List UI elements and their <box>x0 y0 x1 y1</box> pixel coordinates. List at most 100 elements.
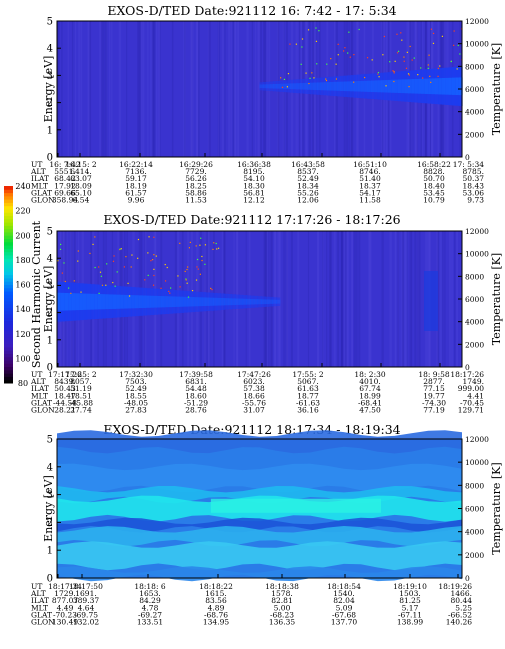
ephemeris-value: 18.51 <box>70 391 91 400</box>
colorbar-segment <box>4 291 13 295</box>
spectrogram-stripe <box>234 21 237 157</box>
spectrogram-stripe <box>402 231 404 367</box>
energy-band-core <box>238 298 244 305</box>
speckle <box>337 43 339 45</box>
spectrogram-stripe <box>340 231 344 367</box>
spectrogram-stripe <box>405 231 408 367</box>
energy-band-core <box>445 77 450 95</box>
energy-band-core <box>414 78 419 94</box>
ephemeris-value: 877.07 <box>52 596 78 605</box>
speckle <box>98 266 100 268</box>
ephemeris-value: 140.26 <box>446 618 472 627</box>
y2-tick-label: 10000 <box>465 458 489 467</box>
speckle <box>204 263 206 265</box>
spectrogram-stripe <box>341 231 344 367</box>
energy-band-core <box>357 81 362 92</box>
colorbar-tick-label: 200 <box>15 231 30 240</box>
speckle <box>377 73 379 75</box>
colorbar-segment <box>4 363 13 368</box>
ephemeris-value: 4.49 <box>57 603 74 612</box>
colorbar-segment <box>4 310 13 315</box>
speckle <box>427 64 429 66</box>
energy-band-core <box>175 296 181 307</box>
energy-band-core <box>370 80 375 93</box>
spectrogram-stripe <box>351 231 354 367</box>
speckle <box>137 257 139 259</box>
colorbar-segment <box>4 360 13 364</box>
spectrogram-stripe <box>337 231 340 367</box>
chart-title: EXOS-D/TED Date:921112 17:17:26 - 18:17:… <box>103 212 400 227</box>
spectrogram-stripe <box>381 231 384 367</box>
ephemeris-value: 11.53 <box>185 196 207 205</box>
speckle <box>164 280 167 282</box>
speckle <box>63 262 65 264</box>
colorbar-segment <box>4 264 13 269</box>
energy-layer <box>57 541 462 571</box>
energy-band-core <box>296 83 301 90</box>
speckle <box>325 78 327 80</box>
energy-band-core <box>138 295 143 309</box>
energy-band-core <box>179 296 184 307</box>
ephemeris-value: 16:43:58 <box>291 160 325 169</box>
speckle <box>92 243 94 246</box>
ephemeris-value: 17:25: 2 <box>65 370 97 379</box>
speckle <box>59 248 62 250</box>
energy-band-core <box>276 83 281 89</box>
speckle <box>113 255 115 257</box>
ephemeris-value: 4010. <box>359 377 380 386</box>
colorbar-segment <box>4 330 13 335</box>
speckle <box>211 288 213 291</box>
ephemeris-value: 50.37 <box>463 174 485 183</box>
speckle <box>366 57 369 59</box>
ephemeris-row-label: UT <box>31 582 42 591</box>
speckle <box>406 51 408 53</box>
ephemeris-value: 18:18:22 <box>199 582 233 591</box>
y2-tick-label: 10000 <box>465 40 489 49</box>
speckle <box>382 54 384 56</box>
ephemeris-value: 358.94 <box>52 196 78 205</box>
spectrogram-stripe <box>409 231 412 367</box>
spectrogram-stripe <box>190 21 193 157</box>
colorbar-segment <box>4 189 13 194</box>
colorbar-segment <box>4 208 13 213</box>
speckle <box>428 54 430 56</box>
energy-band <box>276 80 281 92</box>
energy-band-core <box>227 298 233 306</box>
ephemeris-value: 52.49 <box>125 384 147 393</box>
colorbar-segment <box>4 300 13 305</box>
spectrogram-stripe <box>394 231 397 367</box>
speckle <box>344 47 346 49</box>
colorbar-tick-label: 160 <box>15 281 30 290</box>
spectrogram-stripe <box>104 21 107 157</box>
ephemeris-value: 18.60 <box>185 391 207 400</box>
energy-band-core <box>300 83 304 90</box>
ephemeris-value: 61.57 <box>125 188 147 197</box>
ephemeris-value: -61.63 <box>296 398 320 407</box>
energy-band <box>273 81 277 92</box>
colorbar-segment <box>4 281 13 285</box>
spectrogram-stripe <box>218 21 220 157</box>
speckle <box>318 30 320 32</box>
spectrogram-stripe <box>147 21 149 157</box>
ephemeris-value: 63.07 <box>70 174 92 183</box>
spectrogram-stripe <box>57 21 60 157</box>
spectrogram-stripe <box>351 231 353 367</box>
energy-band <box>262 82 267 91</box>
ephemeris-value: 10.79 <box>423 196 445 205</box>
energy-band-core <box>71 293 77 311</box>
ephemeris-value: 16:58:22 <box>417 160 451 169</box>
ephemeris-value: 18:18:38 <box>265 582 299 591</box>
speckle <box>315 40 318 43</box>
speckle <box>68 287 70 289</box>
ephemeris-value: 68.42 <box>54 174 76 183</box>
energy-band <box>210 498 381 513</box>
speckle <box>309 77 311 79</box>
speckle <box>301 38 304 40</box>
spectrogram-stripe <box>140 21 143 157</box>
colorbar-segment <box>4 356 13 361</box>
ephemeris-value: 47.50 <box>359 406 381 415</box>
y-tick-label: 1 <box>47 546 53 557</box>
speckle <box>186 282 188 284</box>
speckle <box>325 79 328 82</box>
energy-band-core <box>172 296 177 307</box>
